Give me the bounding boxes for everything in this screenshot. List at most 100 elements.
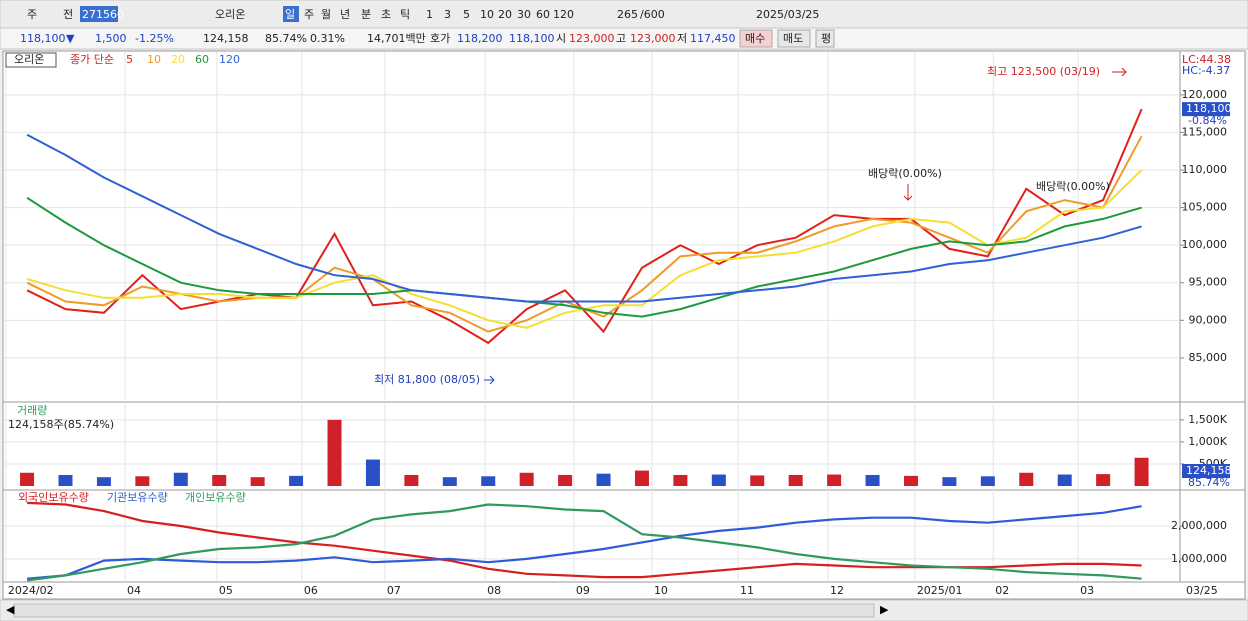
legend-label: 종가 단순 xyxy=(70,53,114,66)
toolbar-highlight xyxy=(283,6,299,22)
toolbar-item[interactable]: 월 xyxy=(321,8,331,21)
toolbar-item[interactable]: 1 xyxy=(426,8,433,21)
volume-bar xyxy=(173,472,188,486)
last-change: -0.84% xyxy=(1188,114,1227,127)
annotation-arrow xyxy=(903,184,913,201)
y-tick-label: 1,500K xyxy=(1188,413,1227,426)
legend-entry: 120 xyxy=(219,53,240,66)
panel-title: 거래량 xyxy=(17,404,47,417)
scroll-left[interactable]: ◀ xyxy=(6,603,15,616)
toolbar-value: 118,100 xyxy=(20,32,66,45)
toolbar-item[interactable]: 초 xyxy=(381,8,391,21)
chart-area xyxy=(2,50,1246,600)
toolbar-item[interactable]: 주 xyxy=(27,8,37,21)
toolbar-item[interactable]: 5 xyxy=(463,8,470,21)
toolbar-value[interactable]: 매도 xyxy=(783,32,803,45)
toolbar-value: 124,158 xyxy=(203,32,249,45)
toolbar-button[interactable] xyxy=(739,29,773,48)
toolbar-item[interactable]: 전 xyxy=(63,8,73,21)
toolbar-item[interactable]: 3 xyxy=(444,8,451,21)
series-line xyxy=(26,196,1142,318)
toolbar-highlight xyxy=(80,6,118,22)
toolbar-item[interactable]: 년 xyxy=(340,8,350,21)
toolbar-item[interactable]: 2025/03/25 xyxy=(756,8,819,21)
volume-bar xyxy=(1096,474,1111,486)
annotation: 최저 81,800 (08/05) xyxy=(374,373,480,386)
y-tick-label: 90,000 xyxy=(1189,313,1228,326)
legend-entry: 5 xyxy=(126,53,133,66)
y-tick-label: 95,000 xyxy=(1189,276,1228,289)
toolbar-item[interactable]: 20 xyxy=(498,8,512,21)
legend-entry: 기관보유수량 xyxy=(107,491,168,504)
toolbar-value: 85.74% xyxy=(265,32,307,45)
annotation: 배당락(0.00%) xyxy=(1036,180,1110,193)
volume-bar xyxy=(1019,472,1034,486)
toolbar-item[interactable]: 10 xyxy=(480,8,494,21)
toolbar-value: 0.31% xyxy=(310,32,345,45)
lc-label: LC:44.38 xyxy=(1182,53,1231,66)
x-tick-label: 07 xyxy=(387,584,401,597)
toolbar-value[interactable]: 평 xyxy=(821,32,831,45)
legend-entry: 10 xyxy=(147,53,161,66)
toolbar-item[interactable]: 271560 xyxy=(82,8,124,21)
legend-box xyxy=(5,52,57,68)
last-volume: 124,158 xyxy=(1186,464,1232,477)
volume-bar xyxy=(673,474,688,486)
toolbar-value: ▼ xyxy=(66,32,75,45)
y-tick-label: 1,000K xyxy=(1188,435,1227,448)
toolbar-value: 14,701백만 xyxy=(367,32,426,45)
toolbar-item[interactable]: 일 xyxy=(285,7,295,21)
toolbar-value: 저 xyxy=(677,32,687,45)
toolbar-item[interactable]: 주 xyxy=(304,8,314,21)
volume-bar xyxy=(827,474,842,486)
volume-bar xyxy=(711,474,726,486)
x-tick-label: 05 xyxy=(219,584,233,597)
toolbar-value: 123,000 xyxy=(630,32,676,45)
x-tick-label: 08 xyxy=(487,584,501,597)
y-tick-label: 110,000 xyxy=(1182,163,1228,176)
last-volume-ratio: 85.74% xyxy=(1188,476,1230,489)
volume-bar xyxy=(634,470,649,486)
hc-label: HC:-4.37 xyxy=(1182,64,1230,77)
y-tick-label: 100,000 xyxy=(1182,238,1228,251)
toolbar-value: 고 xyxy=(616,32,626,45)
toolbar-item[interactable]: 120 xyxy=(553,8,574,21)
last-volume-box xyxy=(1182,464,1230,478)
series-line xyxy=(26,108,1143,345)
toolbar-value: 123,000 xyxy=(569,32,615,45)
volume-bar xyxy=(442,477,457,486)
scrollbar-track[interactable] xyxy=(13,603,875,618)
toolbar-item[interactable]: 분 xyxy=(361,8,371,21)
toolbar-value: 1,500 xyxy=(95,32,127,45)
toolbar-button[interactable] xyxy=(777,29,811,48)
legend-entry: 60 xyxy=(195,53,209,66)
volume-bar xyxy=(20,472,35,486)
series-line xyxy=(26,503,1142,582)
toolbar-item[interactable]: 265 xyxy=(617,8,638,21)
toolbar-value[interactable]: 매수 xyxy=(745,32,765,45)
toolbar-item[interactable]: /600 xyxy=(640,8,665,21)
volume-bar xyxy=(135,476,150,486)
legend-entry: 20 xyxy=(171,53,185,66)
toolbar-item[interactable]: 30 xyxy=(517,8,531,21)
x-tick-label: 10 xyxy=(654,584,668,597)
toolbar-item[interactable]: 틱 xyxy=(400,8,410,21)
toolbar-item[interactable]: 오리온 xyxy=(215,8,245,21)
x-tick-label: 2025/01 xyxy=(917,584,963,597)
toolbar-value: 118,100 xyxy=(509,32,555,45)
legend-entry: 외국인보유수량 xyxy=(18,491,89,504)
volume-bar xyxy=(865,474,880,486)
volume-bar xyxy=(788,474,803,486)
legend-entry: 개인보유수량 xyxy=(185,491,246,504)
x-tick-label: 02 xyxy=(995,584,1009,597)
last-price-box xyxy=(1182,102,1230,117)
annotation-arrow xyxy=(484,375,495,385)
toolbar-value: 117,450 xyxy=(690,32,736,45)
series-line xyxy=(27,505,1142,580)
y-tick-label: 85,000 xyxy=(1189,351,1228,364)
scroll-right[interactable]: ▶ xyxy=(880,603,889,616)
toolbar-item[interactable]: 60 xyxy=(536,8,550,21)
toolbar-button[interactable] xyxy=(815,29,835,48)
volume-bar xyxy=(519,472,534,486)
